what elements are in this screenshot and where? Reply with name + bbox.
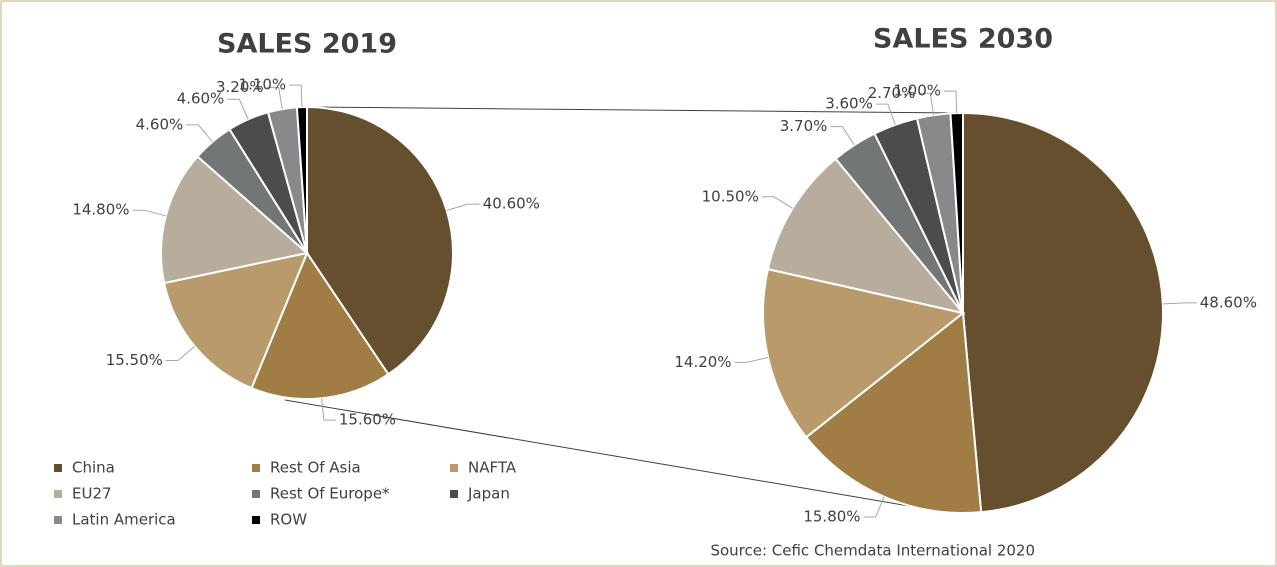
leader-line <box>165 346 196 361</box>
source: Source: Cefic Chemdata International 202… <box>710 542 1035 560</box>
data-label: 3.60% <box>825 95 873 113</box>
pie-slice <box>295 105 308 254</box>
legend-swatch <box>54 516 62 524</box>
connector <box>284 399 951 514</box>
leader-line <box>863 496 885 518</box>
data-label: 15.80% <box>803 508 860 526</box>
leader-line <box>446 203 480 211</box>
legend-swatch <box>252 516 260 524</box>
leader-line <box>132 209 166 217</box>
pie-slice <box>306 105 454 376</box>
data-label: 2.70% <box>868 84 916 102</box>
data-label: 1.10% <box>239 76 287 94</box>
legend-label: China <box>72 459 115 477</box>
chart-title: SALES 2030 <box>873 24 1053 55</box>
legend-label: NAFTA <box>468 459 517 477</box>
legend-label: Rest Of Europe* <box>270 485 390 503</box>
leader-line <box>289 84 303 108</box>
leader-line <box>186 124 213 143</box>
data-label: 4.60% <box>136 115 184 133</box>
leader-line <box>1162 302 1197 305</box>
legend-swatch <box>252 490 260 498</box>
data-label: 15.50% <box>106 351 163 369</box>
data-label: 3.70% <box>780 117 828 135</box>
pie-slice <box>766 157 966 315</box>
pie-slice <box>962 111 1164 514</box>
leader-line <box>944 90 958 114</box>
data-label: 1.00% <box>893 82 941 100</box>
data-label: 14.80% <box>72 201 129 219</box>
legend-swatch <box>450 490 458 498</box>
legend-label: ROW <box>270 511 307 529</box>
leader-line <box>918 92 935 116</box>
legend-swatch <box>54 464 62 472</box>
chart-title: SALES 2019 <box>217 29 397 60</box>
legend-label: EU27 <box>72 485 112 503</box>
data-label: 3.20% <box>216 78 264 96</box>
legend-swatch <box>252 464 260 472</box>
leader-line <box>266 86 283 110</box>
leader-line <box>761 196 793 209</box>
data-label: 15.60% <box>339 411 396 429</box>
pie-slice <box>804 311 983 514</box>
data-label: 48.60% <box>1200 293 1257 311</box>
legend-swatch <box>450 464 458 472</box>
leader-line <box>321 398 336 421</box>
pie-slice <box>949 111 964 314</box>
legend-label: Rest Of Asia <box>270 459 361 477</box>
legend-label: Japan <box>467 485 510 503</box>
connector <box>306 106 964 114</box>
legend-swatch <box>54 490 62 498</box>
data-label: 4.60% <box>177 90 225 108</box>
pie-slice <box>162 251 309 390</box>
pie-slice <box>250 250 390 400</box>
leader-line <box>734 357 769 363</box>
leader-line <box>830 126 855 146</box>
legend-label: Latin America <box>72 511 176 529</box>
data-label: 14.20% <box>674 353 731 371</box>
data-label: 40.60% <box>483 195 540 213</box>
leader-line <box>227 98 249 120</box>
data-label: 10.50% <box>702 187 759 205</box>
leader-line <box>875 103 896 125</box>
